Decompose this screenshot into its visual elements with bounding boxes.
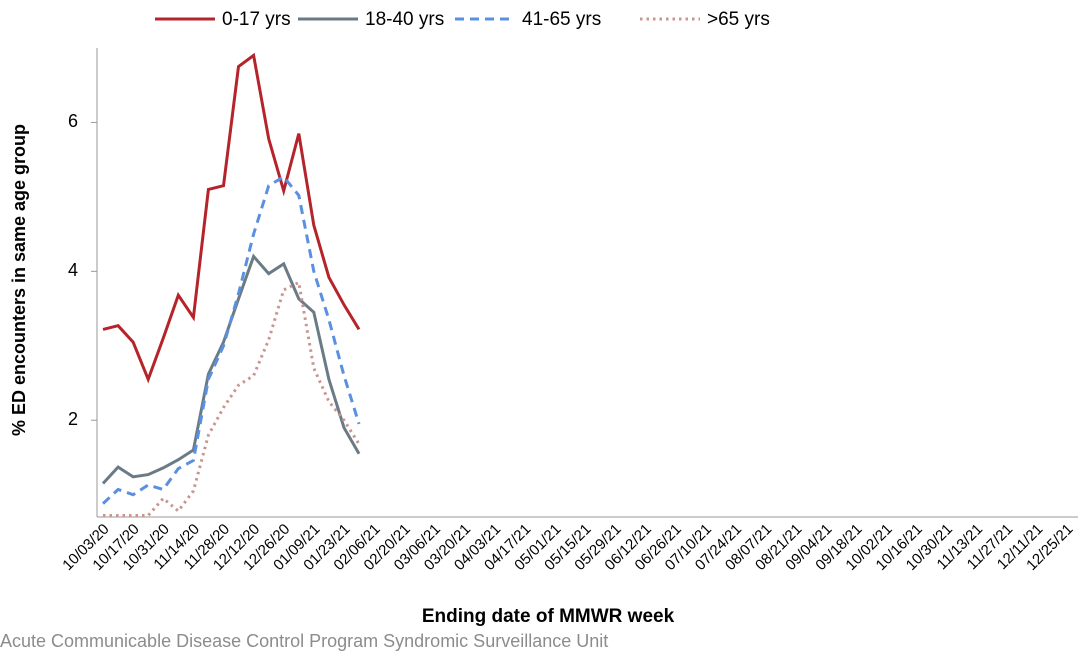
y-tick-label: 6 (68, 111, 78, 131)
series-line (102, 52, 361, 384)
y-tick-label: 4 (68, 260, 78, 280)
y-tick-label: 2 (68, 409, 78, 429)
y-axis-label: % ED encounters in same age group (9, 124, 29, 436)
legend-label: 0-17 yrs (222, 9, 291, 30)
series-line (103, 280, 361, 517)
source-note: Acute Communicable Disease Control Progr… (0, 631, 608, 651)
x-axis-label: Ending date of MMWR week (422, 606, 675, 627)
series-line (101, 174, 361, 505)
series-line (101, 253, 361, 485)
legend-label: 41-65 yrs (522, 9, 601, 30)
legend-label: 18-40 yrs (365, 9, 444, 30)
legend-label: >65 yrs (707, 9, 770, 30)
